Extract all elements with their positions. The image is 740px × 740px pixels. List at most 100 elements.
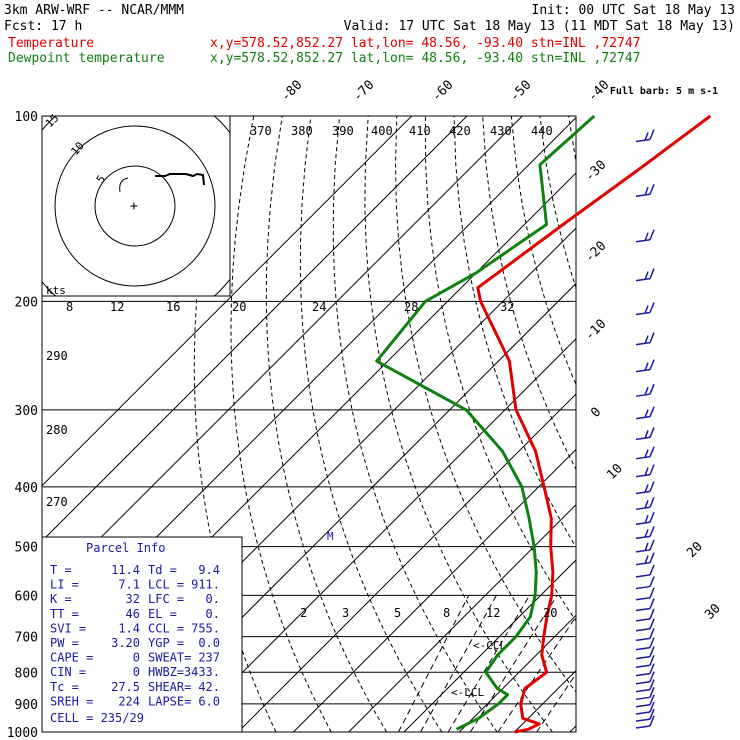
isotherm-tick-labels: -80 -70 -60 -50 -40 -30 -20 -10 0 10 20 30 bbox=[278, 78, 724, 623]
wind-barb bbox=[649, 464, 655, 475]
wind-barb bbox=[649, 184, 655, 195]
wind-barb bbox=[649, 646, 655, 657]
m-marker: M bbox=[327, 530, 334, 543]
dry-adiabat-line bbox=[568, 116, 576, 165]
hodograph-speed-label: 28 bbox=[404, 300, 418, 314]
parcel-info-cell: EL = bbox=[148, 607, 177, 621]
theta-label: 390 bbox=[332, 124, 354, 138]
hodograph-center-mark: + bbox=[130, 199, 138, 214]
parcel-info-cell: PW = bbox=[50, 636, 79, 650]
wind-barb bbox=[644, 271, 649, 280]
wind-barb bbox=[649, 332, 655, 343]
wind-barb bbox=[635, 681, 651, 685]
isotherm-label: -40 bbox=[585, 78, 612, 105]
wind-barb bbox=[644, 187, 649, 196]
mixing-ratio-lines bbox=[398, 595, 576, 732]
parcel-info-cell: CIN = bbox=[50, 665, 86, 679]
isotherm-label: -50 bbox=[507, 78, 534, 105]
wind-barb bbox=[644, 305, 649, 314]
legend-dewpoint-label: Dewpoint temperature bbox=[8, 51, 165, 66]
theta-label: 370 bbox=[250, 124, 272, 138]
wind-barb bbox=[635, 711, 651, 715]
wind-barbs bbox=[635, 129, 655, 729]
mixing-ratio-label: 12 bbox=[486, 606, 500, 620]
dry-adiabat-line bbox=[265, 116, 388, 732]
parcel-info-cell: HWBZ= bbox=[148, 665, 184, 679]
hodograph-speed-label: 8 bbox=[66, 300, 73, 314]
wind-barb bbox=[644, 449, 649, 458]
isotherm-line bbox=[182, 338, 576, 732]
mixing-ratio-label: 3 bbox=[342, 606, 349, 620]
wind-barb bbox=[635, 455, 651, 460]
wind-barb bbox=[644, 555, 649, 564]
wind-barb bbox=[635, 585, 651, 590]
wind-barb bbox=[635, 521, 651, 526]
parcel-info-title: Parcel Info bbox=[86, 541, 165, 555]
isotherm-label: -80 bbox=[278, 78, 305, 105]
wind-barb bbox=[635, 138, 651, 143]
mixing-ratio-label: 2 bbox=[300, 606, 307, 620]
parcel-info-cell: SREH = bbox=[50, 694, 93, 708]
wind-barb bbox=[635, 506, 651, 511]
parcel-info-cell: 0.0 bbox=[198, 636, 220, 650]
theta-label: 430 bbox=[490, 124, 512, 138]
wind-barb bbox=[649, 628, 655, 639]
hodograph-speed-labels: 8 12 16 20 24 28 32 bbox=[66, 300, 514, 314]
dry-adiabat-line bbox=[230, 116, 332, 732]
wind-barb bbox=[649, 406, 655, 417]
wind-barb bbox=[649, 302, 655, 313]
dry-adiabat-lines bbox=[193, 116, 740, 732]
isotherm-label: 0 bbox=[588, 405, 604, 421]
wind-barb bbox=[649, 564, 655, 576]
parcel-info-cell: CCL = bbox=[148, 621, 184, 635]
parcel-info-cell: Td = bbox=[148, 563, 177, 577]
dry-adiabat-line bbox=[510, 116, 576, 386]
wind-barb bbox=[644, 542, 649, 552]
wind-barb bbox=[649, 671, 655, 683]
legend-dewpoint-info: x,y=578.52,852.27 lat,lon= 48.56, -93.40… bbox=[210, 51, 640, 66]
wind-barb bbox=[649, 539, 655, 551]
dewpoint-profile-line bbox=[375, 114, 596, 731]
dry-adiabat-line bbox=[424, 116, 576, 622]
parcel-info-cell: 3.20 bbox=[111, 636, 140, 650]
isotherm-label: -70 bbox=[350, 78, 377, 105]
wind-barb bbox=[635, 473, 651, 478]
wind-barb bbox=[649, 229, 655, 241]
forecast-hour: Fcst: 17 h bbox=[4, 19, 82, 34]
hodograph-units: kts bbox=[46, 284, 66, 297]
wind-barb bbox=[635, 718, 651, 722]
theta-labels: 370 380 390 400 410 420 430 440 290 280 270 bbox=[46, 124, 553, 509]
wind-barb bbox=[635, 193, 651, 198]
hodograph-inset: + 5 10 15 kts bbox=[41, 112, 231, 297]
wind-barb bbox=[649, 511, 655, 523]
parcel-info-box: Parcel Info T = 11.4 Td = 9.4 LI = 7.1 LCL = 91… bbox=[41, 536, 243, 733]
wind-barb bbox=[644, 362, 649, 371]
legend-temperature-info: x,y=578.52,852.27 lat,lon= 48.56, -93.40… bbox=[210, 36, 640, 51]
wind-barb bbox=[635, 561, 651, 566]
parcel-info-cell: SHEAR= bbox=[148, 680, 191, 694]
theta-label: 400 bbox=[371, 124, 393, 138]
isotherm-line bbox=[42, 116, 413, 487]
wind-barb bbox=[635, 655, 651, 660]
wind-barb bbox=[644, 484, 649, 493]
dry-adiabat-line bbox=[712, 116, 740, 732]
wind-barb bbox=[644, 132, 649, 141]
wind-barb bbox=[644, 514, 649, 524]
parcel-info-cell: SWEAT= bbox=[148, 651, 191, 665]
wind-barb bbox=[635, 664, 651, 668]
parcel-info-cell: 911. bbox=[191, 578, 220, 592]
wind-barb bbox=[635, 341, 651, 346]
wind-barb bbox=[649, 481, 655, 492]
wind-barb bbox=[635, 688, 651, 693]
wind-barb bbox=[649, 598, 655, 609]
wind-barb bbox=[649, 383, 655, 395]
theta-label: 410 bbox=[409, 124, 431, 138]
theta-label: 280 bbox=[46, 423, 68, 437]
parcel-info-cell: 224 bbox=[118, 694, 140, 708]
parcel-info-cell: 1.4 bbox=[118, 621, 140, 635]
parcel-info-cell: 42. bbox=[198, 680, 220, 694]
wind-barb bbox=[635, 574, 651, 578]
wind-barb bbox=[635, 490, 651, 495]
mixing-ratio-line bbox=[398, 595, 470, 732]
dry-adiabat-line bbox=[364, 116, 553, 732]
